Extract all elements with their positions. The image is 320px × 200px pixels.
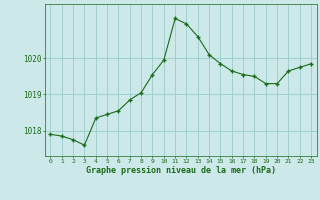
X-axis label: Graphe pression niveau de la mer (hPa): Graphe pression niveau de la mer (hPa) [86, 166, 276, 175]
